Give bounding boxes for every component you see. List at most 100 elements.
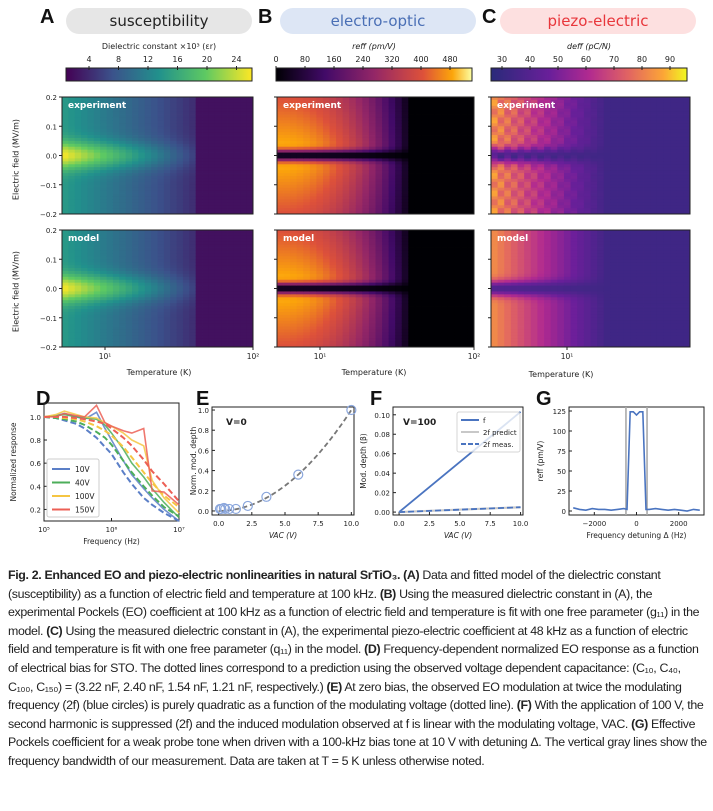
colorbar-tick-label: 0 xyxy=(273,55,278,64)
heatmap-row-label: experiment xyxy=(68,101,127,111)
ytick-label: 0.1 xyxy=(46,256,57,264)
data-point xyxy=(293,469,304,480)
colorbar-tick-label: 12 xyxy=(143,55,153,64)
xtick-label: 0 xyxy=(634,520,638,528)
ytick-label: 50 xyxy=(557,468,566,476)
colorbar-tick-label: 20 xyxy=(202,55,212,64)
ytick-label: 0.2 xyxy=(198,488,209,496)
colorbar-tick-label: 160 xyxy=(326,55,341,64)
xtick-label: 10.0 xyxy=(344,520,360,528)
xtick-label: 10¹ xyxy=(99,352,112,361)
caption-fig-label: Fig. 2. xyxy=(8,568,42,582)
ytick-label: 0.8 xyxy=(30,437,41,445)
xlabel: VAC (V) xyxy=(444,531,472,540)
colorbar-tick-label: 8 xyxy=(116,55,121,64)
annotation-v0: V=0 xyxy=(226,418,247,428)
data-point xyxy=(242,500,253,512)
legend-label: 10V xyxy=(75,465,91,474)
line-plots: 1.0 0.8 0.6 0.4 0.2 10⁵ 10⁶ 10⁷ Frequency (Hz) No… xyxy=(9,402,705,546)
panel-label-g: G xyxy=(536,388,552,410)
figure-caption: Fig. 2. Enhanced EO and piezo-electric n… xyxy=(8,568,707,768)
xtick-label: 10⁶ xyxy=(106,526,118,534)
colorbar-tick-label: 50 xyxy=(553,55,563,64)
ytick-label: 0.08 xyxy=(374,431,390,439)
ylabel: Norm. mod. depth xyxy=(189,427,198,496)
ytick-label: 0.6 xyxy=(30,460,42,468)
ytick-label: 0.6 xyxy=(198,447,210,455)
panel-label-b: B xyxy=(258,6,273,28)
ytick-label: 0.0 xyxy=(46,153,57,161)
ytick-label: 0.0 xyxy=(198,508,209,516)
heatmap-row-label: experiment xyxy=(283,101,342,111)
colorbar-tick-label: 40 xyxy=(525,55,535,64)
ytick-label: 1.0 xyxy=(30,414,41,422)
xtick-label: 10¹ xyxy=(314,352,327,361)
ytick-label: 0.1 xyxy=(46,123,57,131)
ytick-label: 0 xyxy=(562,508,566,516)
ytick-label: 0.04 xyxy=(374,470,390,478)
panel-label-a: A xyxy=(40,6,55,28)
heatmap-a-experiment: experiment 0.2 0.1 0.0 −0.1 −0.2 xyxy=(40,94,254,219)
ytick-label: −0.1 xyxy=(40,315,57,323)
panel-label-d: D xyxy=(36,388,51,410)
ytick-label: 125 xyxy=(553,408,566,416)
caption-a: Data and fitted model of the dielectric … xyxy=(8,568,661,601)
ytick-label: 0.06 xyxy=(374,451,390,459)
ytick-label: −0.2 xyxy=(40,211,57,219)
colorbar-tick-label: 480 xyxy=(442,55,457,64)
data-point xyxy=(261,491,272,502)
panel-title-electro-optic: electro-optic xyxy=(280,8,476,34)
legend: 10V 40V 100V 150V xyxy=(46,458,100,518)
colorbar-tick-label: 80 xyxy=(637,55,647,64)
plot-frame xyxy=(392,406,524,516)
legend-box xyxy=(456,411,521,453)
colorbar-c xyxy=(490,67,688,82)
heatmap-row-label: model xyxy=(497,234,528,244)
caption-d: Frequency-dependent normalized EO respon… xyxy=(8,642,699,694)
series-line-40V xyxy=(43,413,180,519)
data-point xyxy=(224,503,235,515)
ytick-label: 0.4 xyxy=(198,468,210,476)
ylabel-model-row: Electric field (MV/m) xyxy=(11,250,21,333)
caption-f: With the application of 100 V, the secon… xyxy=(8,698,704,731)
data-point xyxy=(230,503,241,515)
ytick-label: 0.2 xyxy=(30,506,41,514)
legend: f 2f predict 2f meas. xyxy=(456,411,521,453)
panel-title-piezo-electric: piezo-electric xyxy=(500,8,696,34)
data-point xyxy=(346,404,357,416)
data-point xyxy=(220,503,231,515)
colorbar-c-label: deff (pC/N) xyxy=(567,42,611,51)
heatmap-row-label: model xyxy=(68,234,99,244)
xtick-label: 10⁵ xyxy=(38,526,50,534)
ytick-label: 75 xyxy=(557,448,566,456)
series-2f-meas- xyxy=(399,506,521,513)
xtick-label: 10¹ xyxy=(561,352,574,361)
legend-label: 2f meas. xyxy=(483,441,513,449)
colorbar-tick-label: 320 xyxy=(384,55,399,64)
quadratic-fit-line xyxy=(218,409,353,512)
xtick-label: 10⁷ xyxy=(173,526,185,534)
ylabel: Mod. depth (β) xyxy=(359,433,368,489)
legend-label: 150V xyxy=(75,506,95,515)
xlabel-a: Temperature (K) xyxy=(126,368,192,377)
xtick-label: 10² xyxy=(468,352,481,361)
caption-c: Using the measured dielectric constant i… xyxy=(8,623,688,657)
reff-line xyxy=(573,410,700,512)
series-predicted-150V xyxy=(44,415,180,502)
legend-label: f xyxy=(483,417,486,425)
ytick-label: 25 xyxy=(557,488,566,496)
heatmap-a-model: model 0.2 0.1 0.0 −0.1 −0.2 10¹ 10² xyxy=(40,227,259,361)
xtick-label: 2000 xyxy=(670,520,688,528)
ytick-label: −0.2 xyxy=(40,344,57,352)
heatmap-c-experiment: experiment xyxy=(488,96,691,215)
xtick-label: 2.5 xyxy=(424,520,435,528)
ylabel: reff (pm/V) xyxy=(536,441,545,482)
legend-box xyxy=(46,458,100,518)
colorbar-tick-label: 80 xyxy=(300,55,310,64)
annotation-v100: V=100 xyxy=(403,418,436,428)
xtick-label: 5.0 xyxy=(454,520,465,528)
xlabel-b: Temperature (K) xyxy=(341,368,407,377)
colorbar-a-label: Dielectric constant ×10³ (εr) xyxy=(101,42,217,51)
legend-label: 40V xyxy=(75,479,91,488)
ytick-label: −0.1 xyxy=(40,182,57,190)
